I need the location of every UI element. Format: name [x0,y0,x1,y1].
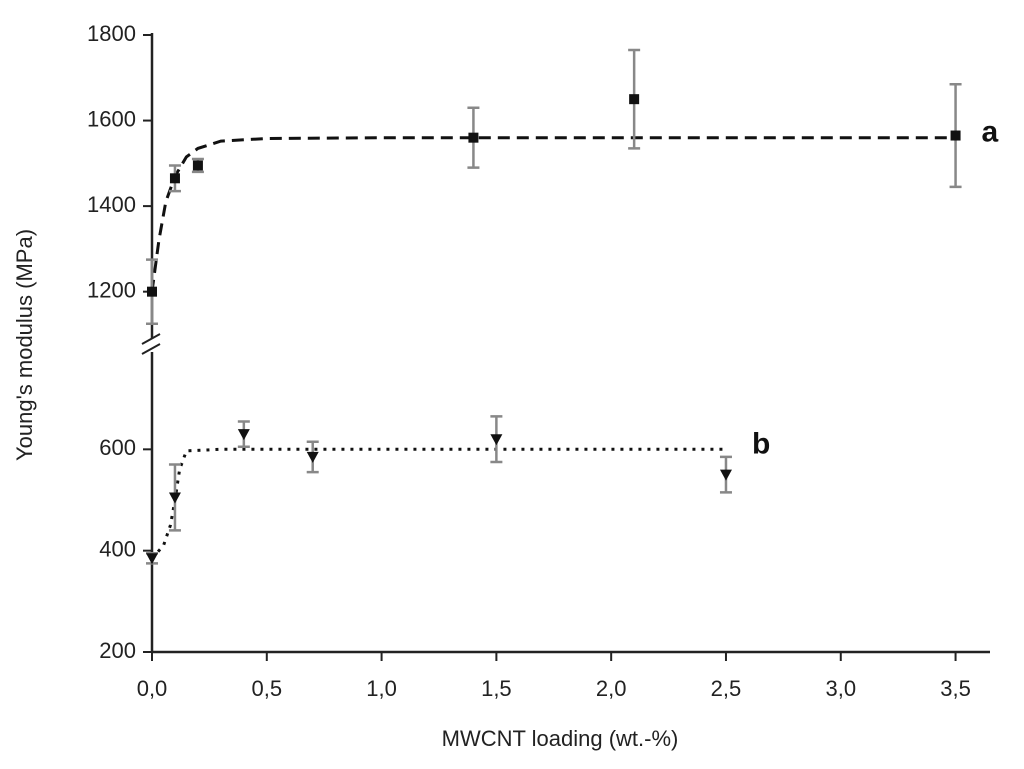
fit-line [150,136,956,292]
y-tick-label: 1400 [87,192,136,217]
x-tick-label: 2,5 [711,676,742,701]
point [169,173,180,184]
axis-break [141,333,161,355]
point [468,132,479,143]
fit-line [150,447,726,560]
series-label: b [752,427,770,460]
point [719,469,732,481]
point [147,286,157,297]
x-tick-label: 1,0 [366,676,397,701]
series-label: a [982,116,999,149]
point [146,553,158,565]
point [237,429,250,441]
point [168,492,181,504]
x-tick-label: 3,5 [940,676,971,701]
y-tick-label: 600 [99,435,136,460]
x-tick-label: 0,5 [251,676,282,701]
y-tick-label: 1600 [87,106,136,131]
point [950,130,961,141]
y-tick-label: 1200 [87,277,136,302]
x-tick-label: 3,0 [825,676,856,701]
point [490,434,503,446]
point [192,160,203,171]
x-axis-title: MWCNT loading (wt.-%) [442,726,679,751]
x-tick-label: 1,5 [481,676,512,701]
y-tick-label: 200 [99,638,136,663]
y-tick-label: 400 [99,536,136,561]
x-tick-label: 2,0 [596,676,627,701]
point [629,94,640,105]
y-axis-title: Young's modulus (MPa) [12,229,37,461]
point [306,451,319,463]
y-tick-label: 1800 [87,21,136,46]
x-tick-label: 0,0 [137,676,168,701]
